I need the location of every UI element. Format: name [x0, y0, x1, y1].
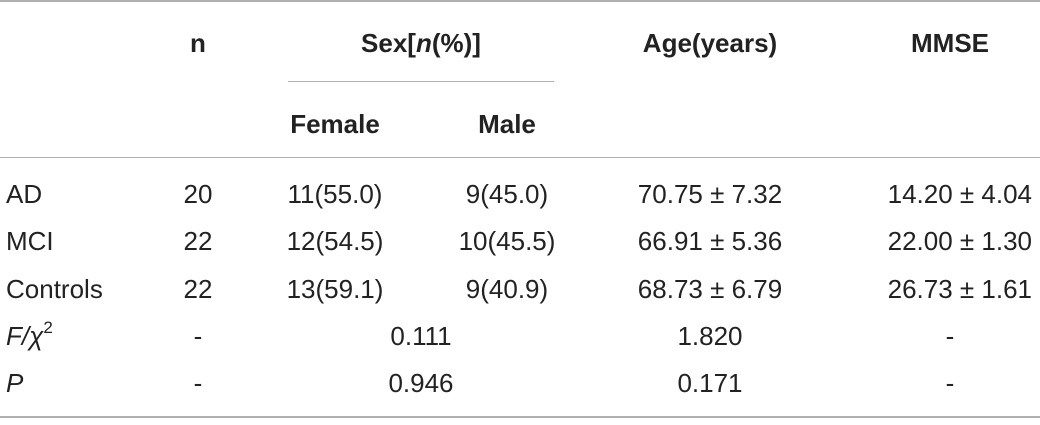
stat-f-chi2-sex: 0.111 — [390, 321, 452, 351]
row-ad-n: 20 — [183, 179, 213, 209]
row-ad-age: 70.75 ± 7.32 — [637, 179, 783, 209]
row-controls-group: Controls — [6, 274, 103, 304]
header-sex-prefix: Sex[ — [361, 28, 416, 58]
table-top-rule — [0, 0, 1040, 2]
stat-p-label: P — [6, 368, 24, 398]
stat-p-n: - — [193, 368, 203, 398]
header-bottom-rule — [0, 157, 1040, 158]
sex-header-underline — [288, 81, 554, 82]
row-controls-female: 13(59.1) — [286, 274, 384, 304]
header-sex-suffix: (%)] — [431, 28, 481, 58]
row-mci-male: 10(45.5) — [458, 226, 556, 256]
table-bottom-rule — [0, 416, 1040, 418]
row-controls-male: 9(40.9) — [465, 274, 549, 304]
row-ad-group: AD — [6, 179, 43, 209]
header-sex-n: n — [415, 28, 432, 58]
row-controls-n: 22 — [183, 274, 213, 304]
header-n: n — [190, 28, 206, 58]
header-male: Male — [478, 109, 536, 139]
stat-f-chi2-label: F/χ2 — [6, 318, 53, 351]
row-mci-group: MCI — [6, 226, 54, 256]
header-sex: Sex[n(%)] — [288, 28, 554, 58]
row-mci-female: 12(54.5) — [286, 226, 384, 256]
row-mci-n: 22 — [183, 226, 213, 256]
row-controls-age: 68.73 ± 6.79 — [637, 274, 783, 304]
row-ad-female: 11(55.0) — [287, 179, 383, 209]
header-mmse: MMSE — [911, 28, 989, 58]
row-controls-mmse: 26.73 ± 1.61 — [887, 274, 1032, 304]
stat-f-chi2-age: 1.820 — [677, 321, 743, 351]
stat-f-chi2-n: - — [193, 321, 203, 351]
stat-f-chi2-main: F/χ — [6, 321, 44, 351]
header-female: Female — [290, 109, 380, 139]
stat-p-age: 0.171 — [677, 368, 743, 398]
row-ad-male: 9(45.0) — [465, 179, 549, 209]
header-age: Age(years) — [642, 28, 778, 58]
stat-p-mmse: - — [945, 368, 955, 398]
stat-p-sex: 0.946 — [388, 368, 454, 398]
row-mci-mmse: 22.00 ± 1.30 — [887, 226, 1032, 256]
row-ad-mmse: 14.20 ± 4.04 — [887, 179, 1032, 209]
row-mci-age: 66.91 ± 5.36 — [637, 226, 783, 256]
stat-f-chi2-sup: 2 — [43, 318, 53, 338]
stat-f-chi2-mmse: - — [945, 321, 955, 351]
